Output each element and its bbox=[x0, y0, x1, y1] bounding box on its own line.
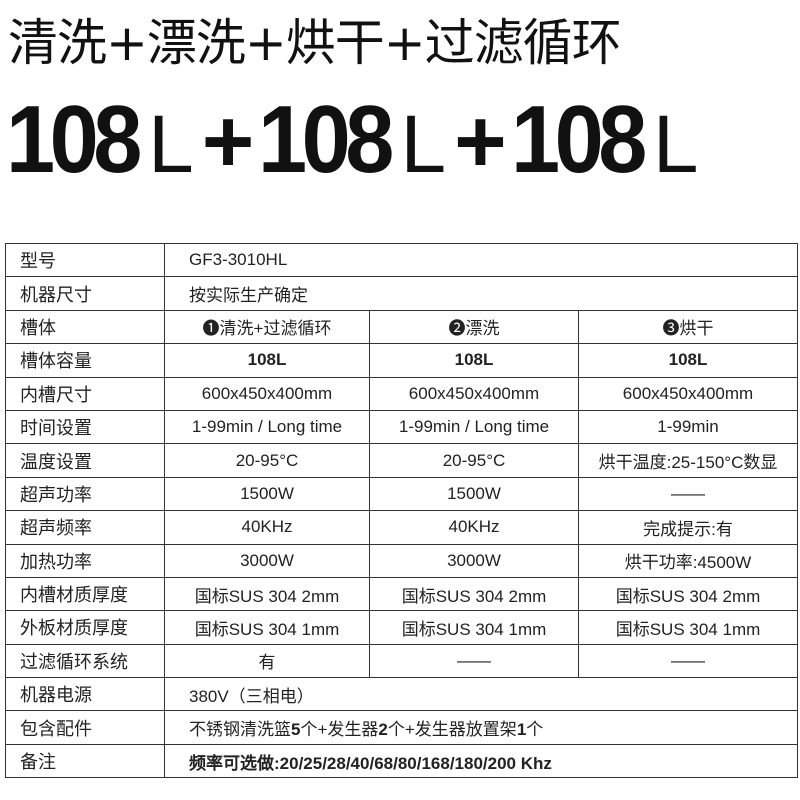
spec-value: 108L bbox=[578, 343, 798, 378]
spec-value: 国标SUS 304 1mm bbox=[578, 610, 798, 645]
spec-value: 国标SUS 304 1mm bbox=[369, 610, 579, 645]
table-row: 包含配件 不锈钢清洗篮5个+发生器2个+发生器放置架1个 bbox=[5, 710, 798, 745]
spec-label: 内槽尺寸 bbox=[5, 376, 165, 411]
spec-value: 1500W bbox=[164, 476, 370, 512]
accessory-text: 1 bbox=[516, 720, 527, 740]
spec-label: 机器尺寸 bbox=[5, 276, 165, 311]
spec-value: 国标SUS 304 1mm bbox=[164, 610, 370, 645]
spec-value: 按实际生产确定 bbox=[164, 276, 798, 311]
spec-value: 国标SUS 304 2mm bbox=[578, 576, 798, 612]
table-row: 超声功率 1500W 1500W —— bbox=[5, 476, 798, 512]
spec-value: 国标SUS 304 2mm bbox=[164, 576, 370, 612]
spec-value: 国标SUS 304 2mm bbox=[369, 576, 579, 612]
table-row: 槽体 ❶清洗+过滤循环 ❷漂洗 ❸烘干 bbox=[5, 309, 798, 345]
accessory-text: 2 bbox=[378, 720, 388, 740]
table-row: 加热功率 3000W 3000W 烘干功率:4500W bbox=[5, 543, 798, 578]
spec-value: 20-95°C bbox=[164, 443, 370, 478]
spec-value: 1500W bbox=[369, 476, 579, 512]
accessory-text: 个+发生器 bbox=[300, 720, 379, 740]
spec-label: 型号 bbox=[5, 242, 165, 278]
spec-value: ❸烘干 bbox=[578, 309, 798, 345]
spec-value: 380V（三相电） bbox=[164, 677, 798, 712]
spec-value: —— bbox=[578, 643, 798, 679]
table-row: 机器电源 380V（三相电） bbox=[5, 677, 798, 712]
spec-value: GF3-3010HL bbox=[164, 242, 798, 278]
capacity-number: 108 bbox=[510, 86, 647, 193]
spec-label: 外板材质厚度 bbox=[5, 610, 165, 645]
table-row: 型号 GF3-3010HL bbox=[5, 242, 798, 278]
spec-value: 烘干功率:4500W bbox=[578, 543, 798, 578]
table-row: 时间设置 1-99min / Long time 1-99min / Long ti… bbox=[5, 409, 798, 445]
spec-label: 加热功率 bbox=[5, 543, 165, 578]
table-row: 过滤循环系统有 —— —— bbox=[5, 643, 798, 679]
capacity-unit: L bbox=[400, 99, 447, 190]
spec-value: 频率可选做:20/25/28/40/68/80/168/180/200 Khz bbox=[164, 743, 798, 779]
capacity-unit: L bbox=[148, 99, 194, 190]
spec-value: 40KHz bbox=[369, 510, 579, 545]
accessory-text: 不锈钢清洗篮 bbox=[189, 720, 291, 740]
spec-value: 600x450x400mm bbox=[369, 376, 579, 411]
table-row: 备注 频率可选做:20/25/28/40/68/80/168/180/200 Kh… bbox=[5, 743, 798, 779]
accessory-text: 个 bbox=[526, 720, 544, 740]
spec-table: 型号 GF3-3010HL 机器尺寸 按实际生产确定 槽体 ❶清洗+过滤循环 ❷漂洗 ❸烘干槽… bbox=[5, 242, 798, 779]
table-row: 机器尺寸 按实际生产确定 bbox=[5, 276, 798, 311]
table-row: 内槽材质厚度 国标SUS 304 2mm 国标SUS 304 2mm 国标SUS 30… bbox=[5, 576, 798, 612]
spec-label: 内槽材质厚度 bbox=[5, 576, 165, 612]
table-row: 温度设置 20-95°C 20-95°C 烘干温度:25-150°C数显 bbox=[5, 443, 798, 478]
spec-value: 有 bbox=[164, 643, 370, 679]
spec-label: 时间设置 bbox=[5, 409, 165, 445]
spec-label: 备注 bbox=[5, 743, 165, 779]
spec-label: 机器电源 bbox=[5, 677, 165, 712]
capacity-number: 108 bbox=[258, 86, 394, 193]
table-row: 外板材质厚度 国标SUS 304 1mm 国标SUS 304 1mm 国标SUS 30… bbox=[5, 610, 798, 645]
spec-value: —— bbox=[369, 643, 579, 679]
table-row: 槽体容量 108L 108L 108L bbox=[5, 343, 798, 378]
spec-label: 过滤循环系统 bbox=[5, 643, 165, 679]
plus-sign: + bbox=[454, 92, 507, 192]
spec-label: 槽体 bbox=[5, 309, 165, 345]
spec-value: 600x450x400mm bbox=[164, 376, 370, 411]
capacity-headline: 108 L+108 L+108 L bbox=[6, 92, 702, 216]
spec-value: 108L bbox=[164, 343, 370, 378]
spec-value: 1-99min / Long time bbox=[369, 409, 579, 445]
spec-value: 20-95°C bbox=[369, 443, 579, 478]
spec-value: 3000W bbox=[164, 543, 370, 578]
headline: 清洗+漂洗+烘干+过滤循环 bbox=[8, 14, 622, 72]
accessory-text: 5 bbox=[291, 720, 301, 740]
spec-value: 1-99min bbox=[578, 409, 798, 445]
spec-value: 烘干温度:25-150°C数显 bbox=[578, 443, 798, 478]
spec-value: 1-99min / Long time bbox=[164, 409, 370, 445]
spec-value: 不锈钢清洗篮5个+发生器2个+发生器放置架1个 bbox=[164, 710, 798, 745]
spec-value: 108L bbox=[369, 343, 579, 378]
spec-value: —— bbox=[578, 476, 798, 512]
spec-label: 超声功率 bbox=[5, 476, 165, 512]
spec-value: 600x450x400mm bbox=[578, 376, 798, 411]
spec-label: 槽体容量 bbox=[5, 343, 165, 378]
spec-value: 完成提示:有 bbox=[578, 510, 798, 545]
table-row: 超声频率 40KHz 40KHz 完成提示:有 bbox=[5, 510, 798, 545]
spec-label: 温度设置 bbox=[5, 443, 165, 478]
spec-label: 包含配件 bbox=[5, 710, 165, 745]
spec-value: 40KHz bbox=[164, 510, 370, 545]
capacity-unit: L bbox=[652, 99, 699, 190]
spec-value: ❶清洗+过滤循环 bbox=[164, 309, 370, 345]
table-row: 内槽尺寸 600x450x400mm 600x450x400mm 600x450x40… bbox=[5, 376, 798, 411]
spec-value: 3000W bbox=[369, 543, 579, 578]
accessory-text: 个+发生器放置架 bbox=[387, 720, 517, 740]
capacity-number: 108 bbox=[6, 86, 142, 193]
spec-value: ❷漂洗 bbox=[369, 309, 579, 345]
spec-label: 超声频率 bbox=[5, 510, 165, 545]
plus-sign: + bbox=[201, 92, 255, 192]
